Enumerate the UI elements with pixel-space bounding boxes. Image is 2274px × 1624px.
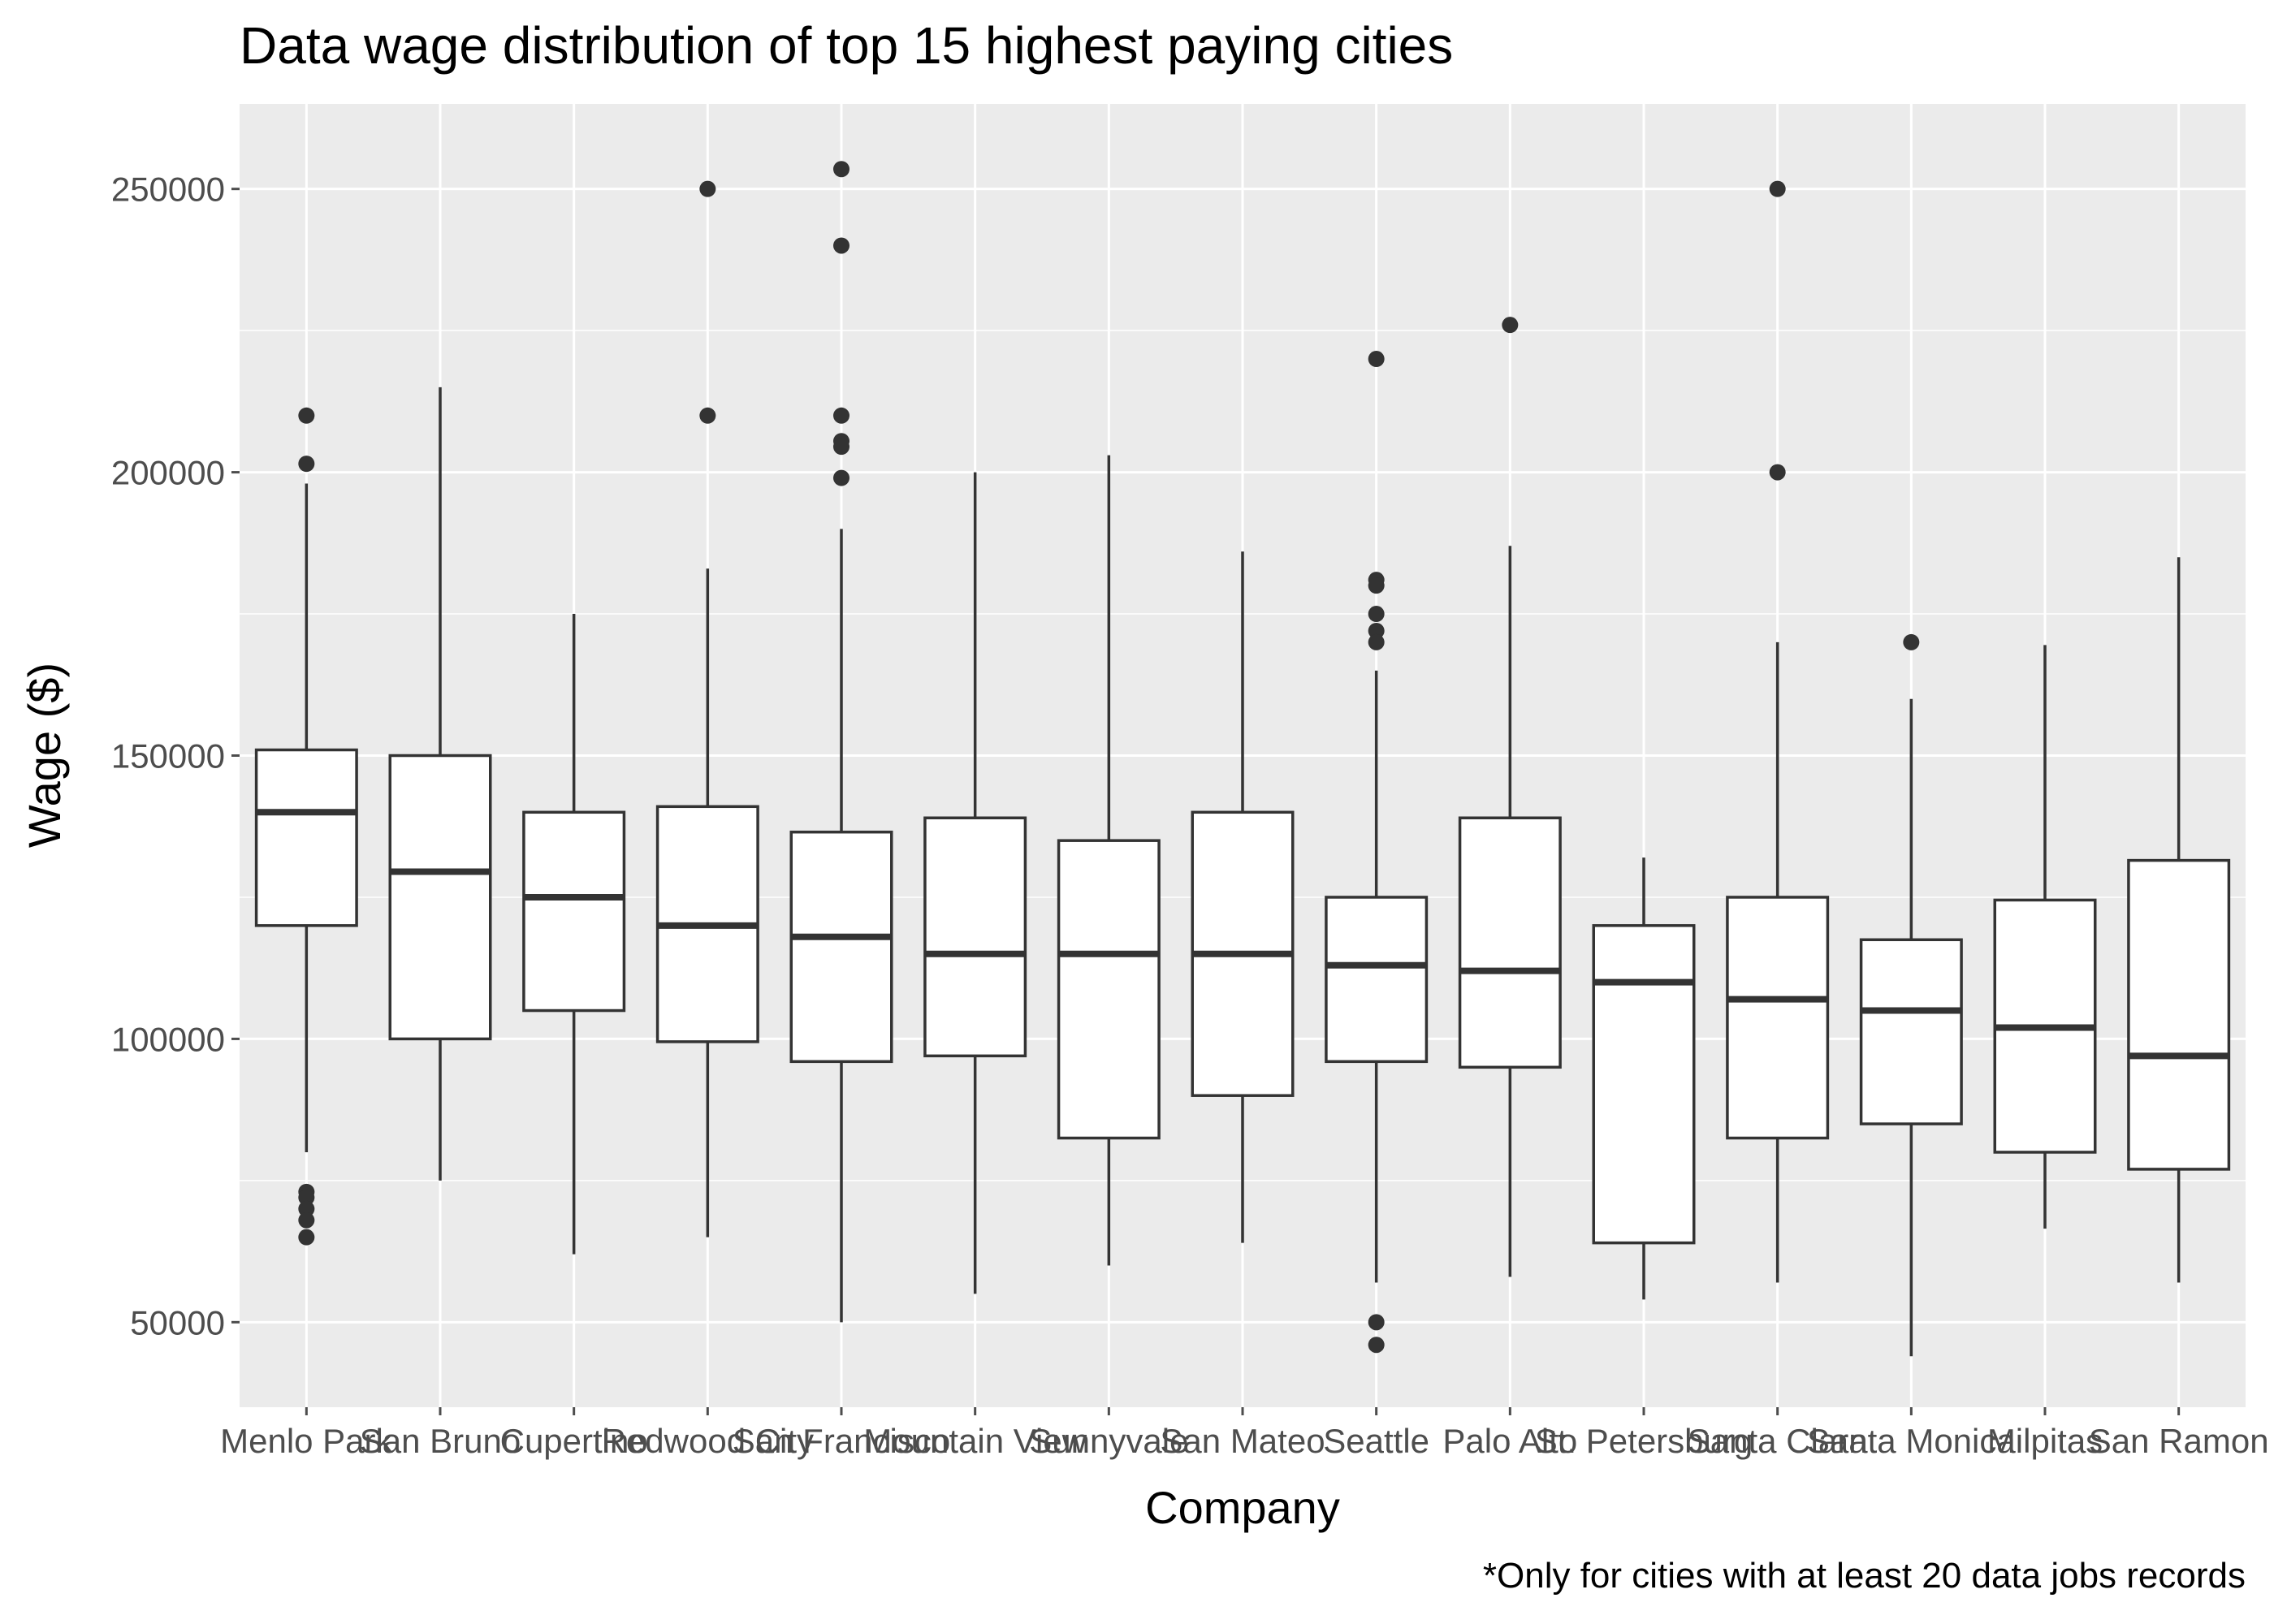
x-tick-label: Mountain View bbox=[863, 1422, 1087, 1460]
iqr-box bbox=[1458, 816, 1562, 1069]
outlier-point bbox=[1769, 180, 1786, 197]
outlier-point bbox=[833, 237, 850, 254]
outlier-point bbox=[1502, 317, 1519, 334]
box-redwood-city bbox=[655, 180, 759, 1237]
x-tick-label: Sunnyvale bbox=[1029, 1422, 1188, 1460]
box-palo-alto bbox=[1458, 317, 1562, 1277]
box-san-bruno bbox=[388, 387, 492, 1181]
y-tick-label: 250000 bbox=[111, 171, 225, 209]
outlier-point bbox=[1368, 606, 1385, 623]
outlier-point bbox=[298, 456, 315, 473]
iqr-box bbox=[1325, 896, 1429, 1064]
chart-title: Data wage distribution of top 15 highest… bbox=[240, 16, 1453, 75]
x-tick-label: Santa Monica bbox=[1807, 1422, 2016, 1460]
iqr-box bbox=[388, 754, 492, 1041]
x-tick-label: Santa Clara bbox=[1688, 1422, 1868, 1460]
box-menlo-park bbox=[254, 407, 358, 1246]
iqr-box bbox=[1057, 839, 1161, 1140]
outlier-point bbox=[1368, 622, 1385, 639]
outlier-point bbox=[298, 1189, 315, 1206]
outlier-point bbox=[833, 469, 850, 486]
box-series bbox=[254, 161, 2231, 1357]
x-tick-label: San Mateo bbox=[1160, 1422, 1325, 1460]
outlier-point bbox=[298, 1200, 315, 1217]
outlier-point bbox=[1368, 1314, 1385, 1331]
iqr-box bbox=[1592, 924, 1696, 1245]
x-tick-label: Redwood City bbox=[602, 1422, 814, 1460]
x-tick-label: St. Petersburg bbox=[1535, 1422, 1753, 1460]
outlier-point bbox=[298, 1229, 315, 1246]
y-axis: 50000 100000 150000 200000 250000 bbox=[111, 171, 240, 1341]
outlier-point bbox=[298, 407, 315, 424]
x-tick-label: San Francisco bbox=[733, 1422, 950, 1460]
box-san-ramon bbox=[2127, 557, 2231, 1283]
x-tick-label: Seattle bbox=[1323, 1422, 1429, 1460]
outlier-point bbox=[699, 407, 716, 424]
outlier-point bbox=[833, 407, 850, 424]
y-tick-label: 150000 bbox=[111, 737, 225, 775]
x-tick-label: Cupertino bbox=[500, 1422, 648, 1460]
chart-caption: *Only for cities with at least 20 data j… bbox=[1483, 1556, 2246, 1596]
y-axis-title: Wage ($) bbox=[19, 663, 70, 848]
iqr-box bbox=[2127, 858, 2231, 1171]
iqr-box bbox=[789, 830, 893, 1064]
y-tick-label: 50000 bbox=[130, 1303, 225, 1341]
outlier-point bbox=[1769, 464, 1786, 481]
outlier-point bbox=[699, 180, 716, 197]
box-santa-clara bbox=[1726, 180, 1830, 1283]
x-axis-title: Company bbox=[1145, 1482, 1340, 1533]
x-tick-label: Menlo Park bbox=[220, 1422, 393, 1460]
x-tick-label: Palo Alto bbox=[1442, 1422, 1577, 1460]
outlier-point bbox=[1368, 577, 1385, 594]
box-seattle bbox=[1325, 351, 1429, 1354]
box-sunnyvale bbox=[1057, 455, 1161, 1266]
outlier-point bbox=[833, 161, 850, 178]
box-mountain-view bbox=[923, 472, 1027, 1294]
y-tick-label: 200000 bbox=[111, 454, 225, 492]
iqr-box bbox=[1859, 938, 1963, 1125]
box-milpitas bbox=[1993, 645, 2097, 1229]
outlier-point bbox=[1903, 633, 1920, 650]
box-st-petersburg bbox=[1592, 857, 1696, 1300]
x-tick-label: Milpitas bbox=[1987, 1422, 2103, 1460]
y-tick-label: 100000 bbox=[111, 1020, 225, 1058]
iqr-box bbox=[522, 810, 626, 1013]
outlier-point bbox=[1368, 351, 1385, 368]
outlier-point bbox=[298, 1212, 315, 1229]
iqr-box bbox=[923, 816, 1027, 1058]
x-tick-label: San Ramon bbox=[2089, 1422, 2269, 1460]
box-cupertino bbox=[522, 614, 626, 1255]
x-tick-label: San Bruno bbox=[360, 1422, 521, 1460]
iqr-box bbox=[254, 748, 358, 927]
outlier-point bbox=[833, 438, 850, 456]
iqr-box bbox=[1726, 896, 1830, 1140]
box-san-mateo bbox=[1191, 551, 1295, 1243]
outlier-point bbox=[1368, 1337, 1385, 1354]
outlier-point bbox=[1368, 633, 1385, 650]
box-santa-monica bbox=[1859, 633, 1963, 1357]
box-san-francisco bbox=[789, 161, 893, 1323]
